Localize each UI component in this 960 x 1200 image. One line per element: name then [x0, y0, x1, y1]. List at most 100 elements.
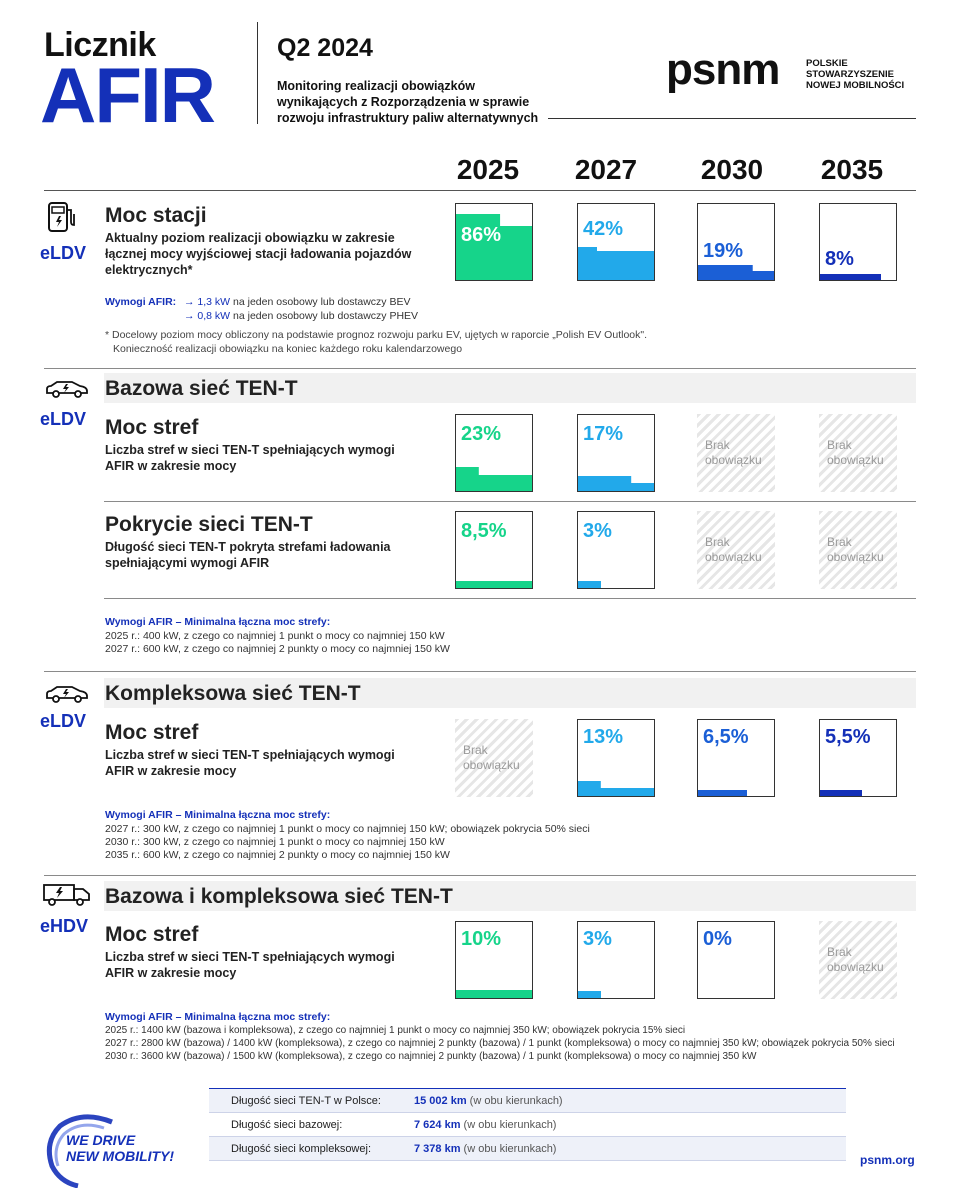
stat-box: 8,5% [455, 511, 533, 589]
requirement-line: 2035 r.: 600 kW, z czego co najmniej 2 p… [105, 849, 450, 861]
length-value: 15 002 km [414, 1095, 467, 1107]
row-description: Liczba stref w sieci TEN-T spełniających… [105, 443, 395, 473]
no-obligation-text: Brak obowiązku [463, 743, 520, 773]
stat-box: 6,5% [697, 719, 775, 797]
stat-value: 17% [583, 423, 624, 445]
section-rule [44, 190, 916, 191]
requirement-line: 2027 r.: 2800 kW (bazowa) / 1400 kW (kom… [105, 1038, 895, 1049]
stat-value: 3% [583, 928, 612, 950]
stat-value: 10% [461, 928, 502, 950]
stat-box: 10% [455, 921, 533, 999]
stat-value: 86% [461, 224, 502, 246]
stat-box: 0% [697, 921, 775, 999]
fill-bar [820, 274, 881, 280]
requirement-line: → 0,8 kW na jeden osobowy lub dostawczy … [184, 310, 418, 323]
row-description: Aktualny poziom realizacji obowiązku w z… [105, 231, 412, 277]
no-obligation-box: Brak obowiązku [819, 414, 897, 492]
length-note: (w obu kierunkach) [466, 1095, 563, 1107]
length-value: 7 378 km [414, 1143, 461, 1155]
year-header: 2035 [820, 154, 884, 185]
no-obligation-text: Brak obowiązku [705, 438, 762, 468]
stat-value: 19% [703, 240, 744, 262]
row-rule [104, 501, 916, 502]
network-length-table: Długość sieci TEN-T w Polsce: 15 002 km … [209, 1089, 846, 1161]
stat-box: 19% [697, 203, 775, 281]
stat-box: 5,5% [819, 719, 897, 797]
slogan: WE DRIVE NEW MOBILITY! [66, 1132, 174, 1164]
category-label: eHDV [40, 916, 89, 936]
psnm-logo[interactable]: psnm [666, 45, 780, 94]
fill-bar [698, 790, 748, 796]
stat-value: 3% [583, 520, 612, 542]
no-obligation-text: Brak obowiązku [827, 535, 884, 565]
no-obligation-line: Brak [463, 743, 488, 757]
requirements-label: Wymogi AFIR – Minimalna łączna moc stref… [105, 616, 331, 628]
no-obligation-text: Brak obowiązku [705, 535, 762, 565]
website-link[interactable]: psnm.org [860, 1153, 915, 1167]
requirement-text: na jeden osobowy lub dostawczy PHEV [230, 310, 419, 322]
year-header: 2030 [700, 154, 764, 185]
table-value: 7 378 km (w obu kierunkach) [414, 1143, 556, 1155]
section-rule [44, 368, 916, 369]
logo-org-line: NOWEJ MOBILNOŚCI [806, 80, 905, 91]
stat-value: 23% [461, 423, 502, 445]
table-row: Długość sieci kompleksowej: 7 378 km (w … [209, 1137, 846, 1161]
truck-icon [42, 882, 92, 908]
requirements-label: Wymogi AFIR – Minimalna łączna moc stref… [105, 809, 331, 821]
header-rule [548, 118, 916, 119]
row-rule [104, 598, 916, 599]
category-label: eLDV [40, 243, 87, 263]
section-title: Kompleksowa sieć TEN-T [105, 682, 361, 705]
table-value: 7 624 km (w obu kierunkach) [414, 1119, 556, 1131]
row-title: Moc stref [105, 923, 199, 946]
fill-bar [456, 467, 532, 491]
car-icon [44, 378, 90, 400]
no-obligation-line: Brak [705, 535, 730, 549]
slogan-line: NEW MOBILITY! [66, 1148, 175, 1164]
year-header: 2025 [456, 154, 520, 185]
no-obligation-box: Brak obowiązku [455, 719, 533, 797]
year-header: 2027 [574, 154, 638, 185]
row-description: Liczba stref w sieci TEN-T spełniających… [105, 950, 395, 980]
no-obligation-line: obowiązku [705, 453, 762, 467]
logo-org-name: POLSKIE STOWARZYSZENIE NOWEJ MOBILNOŚCI [806, 58, 904, 91]
fill-bar [578, 581, 601, 588]
fill-bar [578, 247, 654, 280]
fill-bar [456, 990, 532, 998]
car-icon [44, 683, 90, 705]
stat-box: 13% [577, 719, 655, 797]
category-label: eLDV [40, 711, 87, 731]
stat-value: 6,5% [703, 726, 749, 748]
stat-box: 3% [577, 921, 655, 999]
logo-org-line: STOWARZYSZENIE [806, 69, 894, 80]
requirements-label: Wymogi AFIR: [105, 296, 177, 308]
no-obligation-box: Brak obowiązku [697, 511, 775, 589]
category-label: eLDV [40, 409, 87, 429]
stat-box: 86% [455, 203, 533, 281]
no-obligation-text: Brak obowiązku [827, 438, 884, 468]
fill-bar [698, 265, 774, 280]
requirement-line: 2025 r.: 400 kW, z czego co najmniej 1 p… [105, 630, 445, 642]
requirement-line: 2030 r.: 300 kW, z czego co najmniej 1 p… [105, 836, 445, 848]
stat-box: 23% [455, 414, 533, 492]
no-obligation-line: obowiązku [827, 960, 884, 974]
section-rule [44, 671, 916, 672]
quarter-label: Q2 2024 [277, 34, 373, 62]
no-obligation-line: obowiązku [827, 453, 884, 467]
section-header-bar [104, 373, 916, 403]
no-obligation-line: obowiązku [705, 550, 762, 564]
no-obligation-box: Brak obowiązku [819, 511, 897, 589]
fill-bar [456, 581, 532, 588]
section-title: Bazowa i kompleksowa sieć TEN-T [105, 885, 453, 908]
no-obligation-line: Brak [827, 438, 852, 452]
section-header-bar [104, 678, 916, 708]
slogan-line: WE DRIVE [66, 1132, 136, 1148]
table-key: Długość sieci TEN-T w Polsce: [231, 1095, 381, 1107]
row-title: Moc stref [105, 721, 199, 744]
requirement-line: 2030 r.: 3600 kW (bazowa) / 1500 kW (kom… [105, 1051, 757, 1062]
requirement-line: 2027 r.: 600 kW, z czego co najmniej 2 p… [105, 643, 450, 655]
stat-value: 8,5% [461, 520, 507, 542]
swirl-logo-icon [42, 1112, 122, 1189]
header-divider [257, 22, 258, 124]
arrow-icon: → [184, 296, 195, 308]
